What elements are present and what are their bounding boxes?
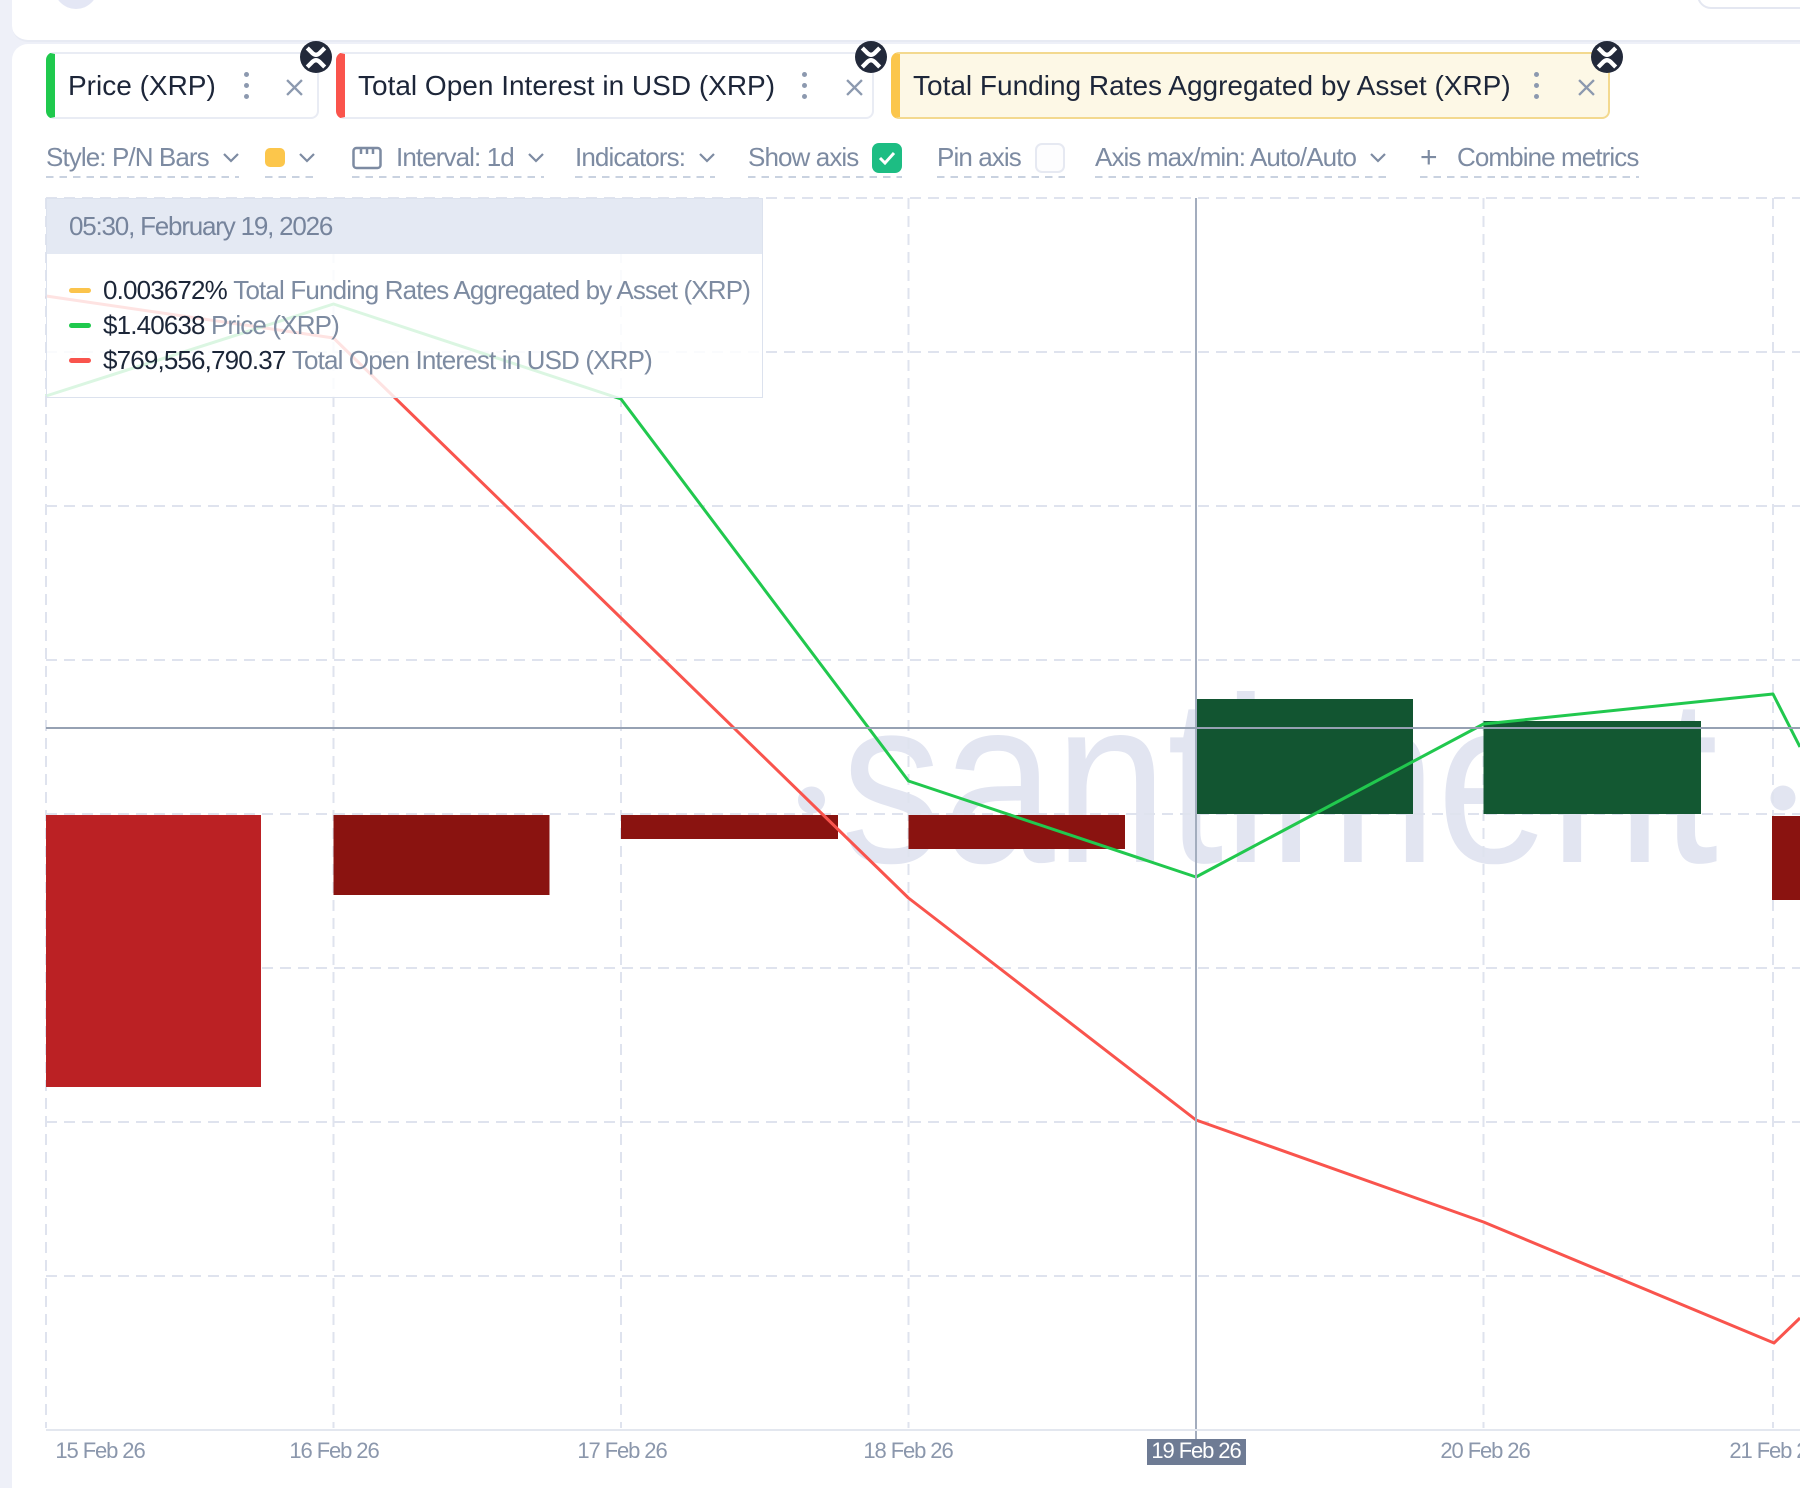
svg-text:20 Feb 26: 20 Feb 26 xyxy=(1440,1438,1530,1463)
svg-text:21 Feb 26: 21 Feb 26 xyxy=(1729,1438,1800,1463)
svg-text:16 Feb 26: 16 Feb 26 xyxy=(289,1438,379,1463)
svg-text:19 Feb 26: 19 Feb 26 xyxy=(1151,1438,1241,1463)
svg-text:17 Feb 26: 17 Feb 26 xyxy=(577,1438,667,1463)
svg-text:15 Feb 26: 15 Feb 26 xyxy=(55,1438,145,1463)
svg-text:18 Feb 26: 18 Feb 26 xyxy=(863,1438,953,1463)
